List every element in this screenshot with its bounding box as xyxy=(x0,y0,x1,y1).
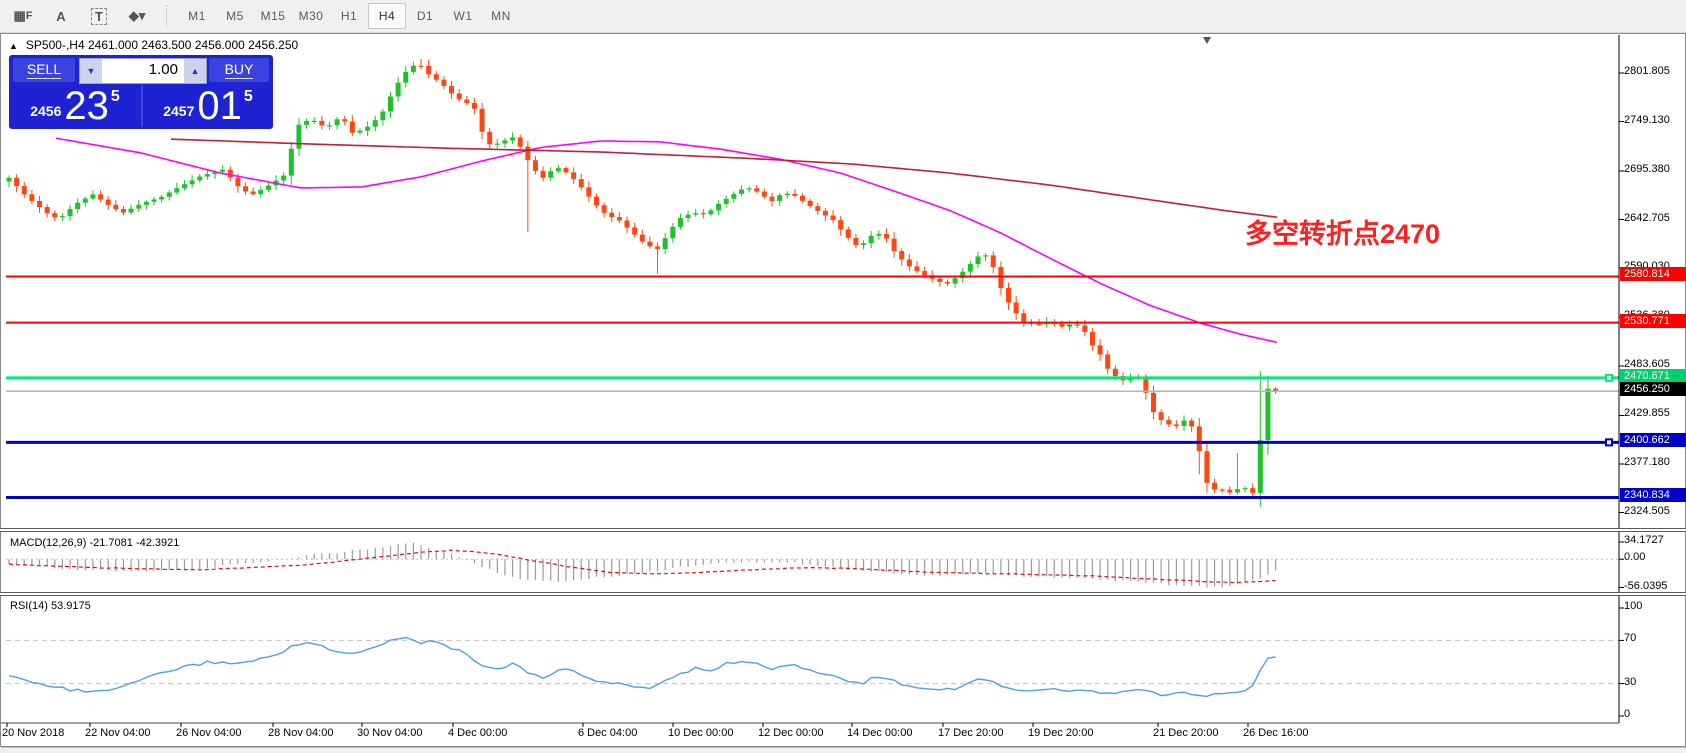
level-price-badge: 2340.834 xyxy=(1620,488,1686,503)
timeframe-button-MN[interactable]: MN xyxy=(491,9,511,23)
macd-tick-label: 0.00 xyxy=(1624,551,1646,564)
level-price-badge: 2530.771 xyxy=(1620,313,1686,328)
price-tick-label: 2377.180 xyxy=(1624,455,1670,468)
sell-price-display[interactable]: 2456 23 5 xyxy=(30,84,120,128)
price-tick-label: 2749.130 xyxy=(1624,113,1670,126)
timeframe-button-H1[interactable]: H1 xyxy=(340,9,358,23)
cursor-icon[interactable]: A xyxy=(56,8,66,24)
time-tick-label: 6 Dec 04:00 xyxy=(578,727,638,739)
buy-button[interactable]: BUY xyxy=(209,58,269,82)
time-tick-label: 10 Dec 00:00 xyxy=(668,727,734,739)
time-tick-label: 12 Dec 00:00 xyxy=(758,727,824,739)
price-tick-label: 2642.705 xyxy=(1624,211,1670,224)
time-tick-label: 17 Dec 20:00 xyxy=(938,727,1004,739)
volume-box: ▼ 1.00 ▲ xyxy=(79,58,207,84)
time-tick-label: 28 Nov 04:00 xyxy=(268,727,334,739)
time-tick-label: 30 Nov 04:00 xyxy=(357,727,423,739)
time-tick-label: 21 Dec 20:00 xyxy=(1153,727,1219,739)
sell-button[interactable]: SELL xyxy=(13,58,75,82)
toolbar: ▦ F A T ◆▾ M1 M5 M15 M30 H1 H4 D1 W1 MN xyxy=(0,0,1686,33)
price-tick-label: 2695.380 xyxy=(1624,162,1670,175)
level-price-badge: 2400.662 xyxy=(1620,433,1686,448)
price-tick-label: 2801.805 xyxy=(1624,65,1670,77)
buy-price-display[interactable]: 2457 01 5 xyxy=(163,84,253,128)
current-price-badge: 2456.250 xyxy=(1620,382,1686,397)
level-price-badge: 2580.814 xyxy=(1620,267,1686,282)
timeframe-button-W1[interactable]: W1 xyxy=(453,9,473,23)
price-tick-label: 2324.505 xyxy=(1624,504,1670,517)
text-label-icon[interactable]: T xyxy=(84,4,114,28)
chart-header: ▲ SP500-,H4 2461.000 2463.500 2456.000 24… xyxy=(9,38,298,52)
macd-tick-label: -56.0395 xyxy=(1624,579,1668,592)
timeframe-button-M5[interactable]: M5 xyxy=(226,9,244,23)
price-tick-label: 2429.855 xyxy=(1624,407,1670,420)
price-divider xyxy=(141,85,143,127)
timeframe-button-M15[interactable]: M15 xyxy=(260,9,286,23)
volume-decrease-button[interactable]: ▼ xyxy=(80,59,102,83)
time-tick-label: 19 Dec 20:00 xyxy=(1028,727,1094,739)
one-click-trade-panel: SELL ▼ 1.00 ▲ BUY 2456 23 5 2457 01 5 xyxy=(9,55,273,129)
time-tick-label: 20 Nov 2018 xyxy=(2,727,65,739)
time-tick-label: 22 Nov 04:00 xyxy=(85,727,151,739)
volume-increase-button[interactable]: ▲ xyxy=(184,59,206,83)
symbol-title: SP500-,H4 xyxy=(25,38,85,52)
time-tick-label: 4 Dec 00:00 xyxy=(448,727,508,739)
toolbar-separator xyxy=(166,5,168,27)
timeframe-button-M30[interactable]: M30 xyxy=(298,9,324,23)
chart-window[interactable]: ▲ SP500-,H4 2461.000 2463.500 2456.000 24… xyxy=(0,33,1686,748)
collapse-arrow-icon[interactable]: ▲ xyxy=(9,41,18,51)
rsi-tick-label: 0 xyxy=(1624,708,1631,720)
time-tick-label: 14 Dec 00:00 xyxy=(847,727,913,739)
tick-chart-icon[interactable]: ▦ F xyxy=(13,8,33,23)
rsi-tick-label: 100 xyxy=(1624,600,1643,612)
timeframe-button-D1[interactable]: D1 xyxy=(416,9,434,23)
volume-input[interactable]: 1.00 xyxy=(148,61,178,78)
objects-arrange-icon[interactable]: ◆▾ xyxy=(128,8,146,23)
panel-separator-rsi[interactable] xyxy=(0,592,1686,596)
time-tick-label: 26 Nov 04:00 xyxy=(176,727,242,739)
level-price-badge: 2470.671 xyxy=(1620,368,1686,383)
rsi-tick-label: 30 xyxy=(1624,675,1637,688)
timeframe-button-M1[interactable]: M1 xyxy=(188,9,206,23)
timeframe-button-H4[interactable]: H4 xyxy=(368,3,406,29)
timeframe-bar: M1 M5 M15 M30 H1 H4 D1 W1 MN xyxy=(178,3,520,29)
time-tick-label: 26 Dec 16:00 xyxy=(1243,727,1309,739)
price-tick-label: 2483.605 xyxy=(1624,358,1670,370)
macd-tick-label: 34.1727 xyxy=(1624,534,1664,546)
rsi-label: RSI(14) 53.9175 xyxy=(10,600,91,612)
rsi-tick-label: 70 xyxy=(1624,632,1637,645)
panel-separator-macd[interactable] xyxy=(0,528,1686,532)
macd-label: MACD(12,26,9) -21.7081 -42.3921 xyxy=(10,537,180,549)
chart-shift-marker xyxy=(1203,37,1211,44)
ohlc-readout: 2461.000 2463.500 2456.000 2456.250 xyxy=(87,38,299,52)
text-annotation[interactable]: 多空转折点2470 xyxy=(1245,219,1441,249)
